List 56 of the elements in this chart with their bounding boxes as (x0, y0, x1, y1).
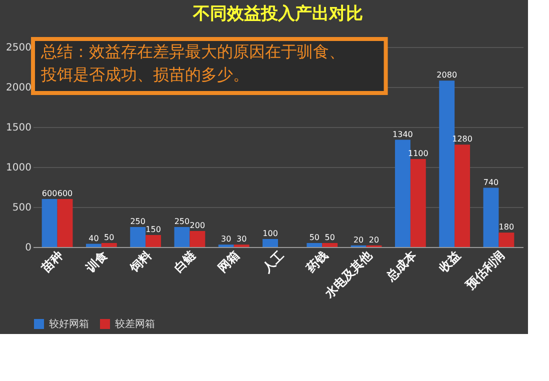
data-label: 180 (498, 222, 514, 232)
data-label: 600 (42, 189, 58, 198)
data-label: 40 (88, 234, 99, 243)
y-tick-label: 0 (25, 242, 32, 254)
data-label: 200 (190, 221, 206, 230)
bar (174, 227, 190, 247)
annotation: 总结：效益存在差异最大的原因在于驯食、投饵是否成功、损苗的多少。 (40, 42, 345, 84)
x-tick-label: 收益 (436, 248, 464, 275)
data-label: 50 (309, 233, 320, 242)
data-label: 2080 (436, 70, 458, 80)
y-tick-label: 500 (12, 202, 32, 214)
bar (86, 244, 102, 247)
x-tick-label: 网箱 (215, 248, 242, 275)
data-label: 50 (104, 233, 114, 242)
bar (146, 235, 162, 247)
data-label: 740 (483, 178, 499, 187)
bar (483, 188, 499, 247)
y-tick-label: 2000 (6, 82, 32, 94)
legend-label: 较差网箱 (115, 318, 155, 330)
y-tick-label: 2500 (6, 42, 32, 54)
bar (306, 243, 322, 247)
data-label: 20 (368, 235, 380, 244)
bar (410, 159, 426, 247)
bar (498, 232, 514, 247)
data-label: 20 (353, 235, 364, 244)
x-tick-label: 总成本 (382, 247, 420, 284)
y-tick-label: 1500 (6, 122, 32, 134)
data-label: 1340 (392, 130, 413, 139)
bar (262, 239, 278, 247)
x-tick-label: 训食 (82, 248, 110, 276)
data-label: 250 (174, 217, 190, 226)
bar (101, 243, 117, 247)
x-tick-label: 药钱 (303, 248, 331, 276)
bar (42, 199, 58, 247)
bar (130, 227, 146, 247)
x-tick-label: 饲料 (126, 248, 154, 276)
bar (190, 231, 206, 247)
bar (322, 243, 338, 247)
data-label: 150 (146, 225, 161, 234)
bar (57, 199, 73, 247)
bar (394, 140, 410, 247)
data-label: 100 (262, 229, 278, 238)
data-label: 30 (221, 234, 232, 244)
legend-label: 较好网箱 (49, 318, 89, 330)
bar (454, 144, 470, 247)
x-tick-label: 预估利润 (462, 248, 508, 293)
x-tick-label: 苗种 (38, 248, 66, 276)
data-label: 600 (57, 189, 73, 198)
data-label: 50 (324, 233, 335, 242)
y-tick-label: 1000 (6, 162, 32, 174)
chart-title: 不同效益投入产出对比 (192, 4, 363, 24)
x-tick-label: 白鲢 (171, 247, 199, 275)
data-label: 250 (130, 217, 146, 226)
x-tick-label: 人工 (258, 248, 286, 276)
bar (439, 80, 455, 247)
data-label: 30 (236, 234, 247, 244)
